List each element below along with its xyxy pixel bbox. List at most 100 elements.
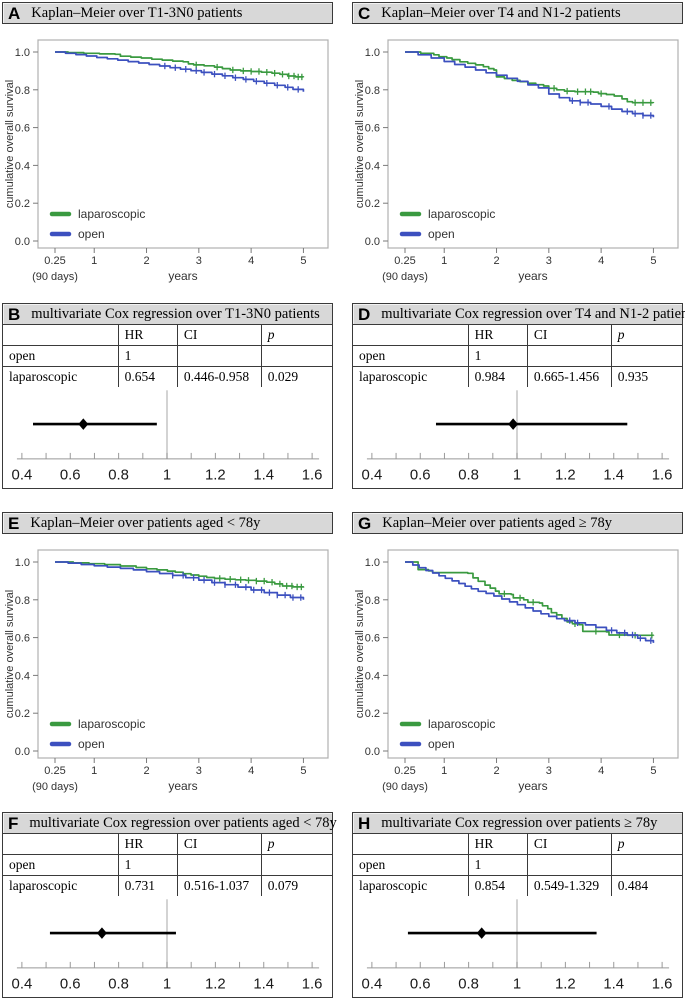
legend-label-open: open <box>428 737 455 751</box>
cox-table-cell: laparoscopic <box>352 366 469 388</box>
estimate-diamond <box>96 927 107 939</box>
panel-cox-over-78: H multivariate Cox regression over patie… <box>352 812 683 998</box>
forest-tick-label: 0.4 <box>362 977 383 993</box>
estimate-diamond <box>508 418 519 430</box>
forest-tick-label: 0.6 <box>60 468 81 484</box>
cox-table-cell <box>176 854 262 876</box>
cox-col-header: HR <box>467 833 528 855</box>
cox-col-header: HR <box>467 324 528 346</box>
panel-km-t1-3n0: A Kaplan–Meier over T1-3N0 patients 0.0 0… <box>2 2 333 298</box>
cox-table-row: laparoscopic 0.731 0.516-1.037 0.079 <box>2 875 333 897</box>
km-series-laparoscopic <box>405 561 655 637</box>
panel-letter: C <box>358 3 371 23</box>
legend-label-laparoscopic: laparoscopic <box>78 717 145 731</box>
forest-tick-label: 1.4 <box>253 977 274 993</box>
panel-letter: F <box>8 813 19 833</box>
y-tick-label: 1.0 <box>15 47 30 59</box>
forest-plot-t1-3n0: 0.4 0.6 0.8 1 1.2 1.4 1.6 <box>12 390 322 484</box>
forest-tick-label: 0.6 <box>410 977 431 993</box>
km-plot-t4-n1-2: 0.0 0.2 0.4 0.6 0.8 1.0 0.25 1 2 3 4 5 (90 days) year… <box>354 39 679 283</box>
km-series-laparoscopic <box>55 561 305 588</box>
cox-col-header: p <box>260 833 333 855</box>
cox-col-header: p <box>610 324 683 346</box>
y-tick-label: 0.6 <box>15 633 30 645</box>
forest-tick-label: 1.4 <box>603 977 624 993</box>
y-tick-label: 1.0 <box>15 557 30 569</box>
km-plot-under-78: 0.0 0.2 0.4 0.6 0.8 1.0 0.25 1 2 3 4 5 (90 days) year… <box>4 549 329 793</box>
cox-table-cell: open <box>352 854 469 876</box>
forest-tick-label: 1.2 <box>555 468 576 484</box>
cox-table-cell: 0.665-1.456 <box>526 366 612 388</box>
forest-tick-label: 1.2 <box>555 977 576 993</box>
x-tick-label: 2 <box>493 255 499 267</box>
cox-table-cell: open <box>352 345 469 367</box>
cox-table-cell: 0.484 <box>610 875 683 897</box>
plot-frame <box>387 39 679 249</box>
x-tick-label: 3 <box>546 255 552 267</box>
panel-header: F multivariate Cox regression over patie… <box>3 813 337 834</box>
cox-table-row: laparoscopic 0.654 0.446-0.958 0.029 <box>2 366 333 388</box>
cox-table-row: laparoscopic 0.984 0.665-1.456 0.935 <box>352 366 683 388</box>
panel-title: Kaplan–Meier over patients aged ≥ 78y <box>382 514 613 531</box>
panel-title: Kaplan–Meier over T1-3N0 patients <box>31 4 243 21</box>
cox-table-cell: 0.446-0.958 <box>176 366 262 388</box>
x-tick-label: 3 <box>546 765 552 777</box>
x-axis-label: years <box>168 269 197 283</box>
cox-table-cell: 1 <box>467 345 528 367</box>
cox-col-header: CI <box>176 833 262 855</box>
y-tick-label: 0.2 <box>15 198 30 210</box>
panel-title: multivariate Cox regression over patient… <box>29 814 337 831</box>
cox-table-cell <box>526 854 612 876</box>
cox-col-header: p <box>260 324 333 346</box>
cox-table-cell: 0.731 <box>117 875 178 897</box>
forest-tick-label: 0.8 <box>458 977 479 993</box>
panel-km-t4-n1-2: C Kaplan–Meier over T4 and N1-2 patients… <box>352 2 683 298</box>
y-axis-label: cumulative overall survival <box>354 590 366 718</box>
legend-label-open: open <box>428 227 455 241</box>
panel-header: D multivariate Cox regression over T4 an… <box>353 304 685 325</box>
x-tick-label: 2 <box>143 765 149 777</box>
cox-col-header <box>2 833 119 855</box>
y-tick-label: 0.8 <box>365 595 380 607</box>
x-first-tick-sublabel: (90 days) <box>32 781 78 793</box>
panel-letter: A <box>8 3 21 23</box>
x-tick-label: 1 <box>91 255 97 267</box>
km-plot-t1-3n0: 0.0 0.2 0.4 0.6 0.8 1.0 0.25 1 2 3 4 5 (90 days) year… <box>4 39 329 283</box>
cox-table-t1-3n0: HR CI p open 1 laparoscopic 0.654 0.446-0.958 0.… <box>2 324 333 388</box>
cox-table-cell: laparoscopic <box>352 875 469 897</box>
x-tick-label: 0.25 <box>44 255 65 267</box>
cox-table-cell: 0.854 <box>467 875 528 897</box>
y-tick-label: 0.0 <box>365 236 380 248</box>
forest-tick-label: 0.4 <box>362 468 383 484</box>
x-tick-label: 1 <box>91 765 97 777</box>
cox-table-cell: 0.549-1.329 <box>526 875 612 897</box>
cox-col-header: HR <box>117 324 178 346</box>
panel-cox-under-78: F multivariate Cox regression over patie… <box>2 812 337 998</box>
y-tick-label: 0.2 <box>15 708 30 720</box>
y-tick-label: 0.2 <box>365 198 380 210</box>
legend-label-open: open <box>78 227 105 241</box>
forest-tick-label: 0.8 <box>108 468 129 484</box>
forest-tick-label: 0.6 <box>410 468 431 484</box>
cox-table-cell: 0.935 <box>610 366 683 388</box>
y-tick-label: 0.6 <box>15 123 30 135</box>
cox-col-header <box>352 324 469 346</box>
y-tick-label: 0.0 <box>365 746 380 758</box>
x-first-tick-sublabel: (90 days) <box>382 271 428 283</box>
panel-km-over-78: G Kaplan–Meier over patients aged ≥ 78y … <box>352 512 683 808</box>
panel-title: multivariate Cox regression over T4 and … <box>381 305 685 322</box>
forest-tick-label: 1.2 <box>205 977 226 993</box>
panel-letter: E <box>8 513 20 533</box>
panel-cox-t1-3n0: B multivariate Cox regression over T1-3N… <box>2 303 333 489</box>
y-tick-label: 0.6 <box>365 633 380 645</box>
cox-table-cell <box>610 854 683 876</box>
km-series-laparoscopic <box>55 51 305 78</box>
panel-title: Kaplan–Meier over patients aged < 78y <box>30 514 261 531</box>
panel-letter: H <box>358 813 371 833</box>
cox-table-cell: 1 <box>117 345 178 367</box>
cox-table-header-row: HR CI p <box>2 833 333 855</box>
cox-table-row: open 1 <box>352 854 683 876</box>
x-tick-label: 3 <box>196 255 202 267</box>
y-axis-label: cumulative overall survival <box>4 590 16 718</box>
forest-plot-over-78: 0.4 0.6 0.8 1 1.2 1.4 1.6 <box>362 899 672 993</box>
